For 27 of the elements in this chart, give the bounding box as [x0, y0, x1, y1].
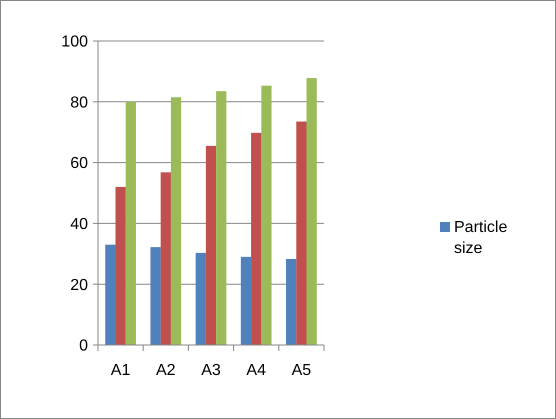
bar	[240, 256, 252, 345]
bar	[216, 91, 226, 345]
y-tick-label: 0	[79, 338, 88, 355]
bar	[150, 247, 161, 345]
x-tick-label: A5	[292, 362, 312, 379]
bar	[261, 86, 272, 345]
bar	[251, 132, 262, 345]
bar	[160, 172, 171, 345]
x-tick-label: A3	[201, 362, 221, 379]
bar	[296, 122, 307, 345]
y-tick-label: 20	[70, 276, 88, 294]
x-tick-label: A2	[156, 362, 176, 379]
bar	[105, 244, 116, 345]
bar	[286, 258, 296, 345]
bar	[306, 78, 317, 345]
y-tick-label: 80	[70, 94, 88, 112]
y-tick-label: 60	[70, 155, 88, 172]
x-tick-label: A1	[110, 362, 130, 379]
bar	[206, 146, 216, 345]
bar	[170, 97, 182, 345]
x-tick-label: A4	[246, 362, 266, 379]
bar	[126, 102, 136, 345]
y-tick-label: 40	[70, 216, 88, 233]
bar	[115, 186, 126, 345]
legend-label: Particle size	[454, 219, 508, 257]
bar	[196, 252, 206, 345]
y-tick-label: 100	[61, 34, 88, 51]
